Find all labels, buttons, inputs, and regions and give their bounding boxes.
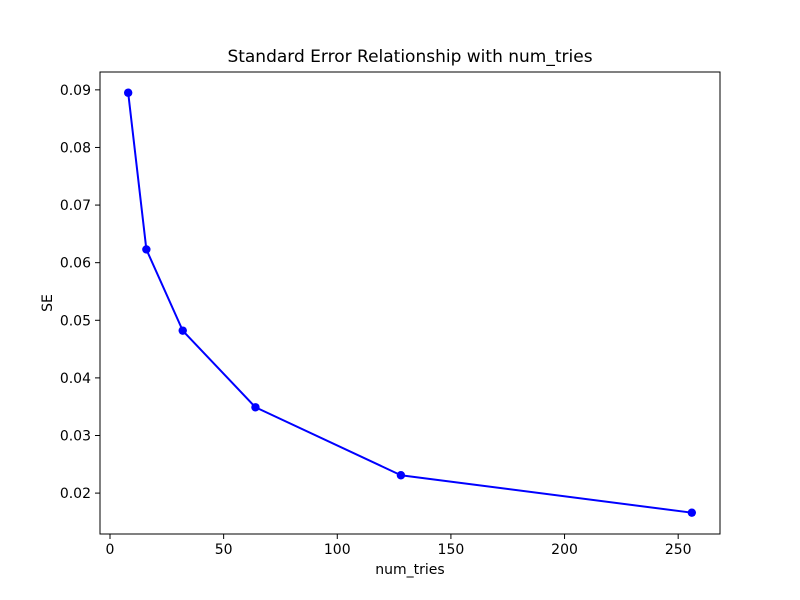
axes-frame [99, 71, 721, 535]
data-line [127, 91, 693, 514]
x-tick-label: 0 [106, 542, 115, 558]
data-point [251, 403, 260, 412]
x-tick-label: 100 [324, 542, 351, 558]
x-tick-label: 250 [665, 542, 692, 558]
y-tick-label: 0.08 [60, 140, 91, 156]
x-tick-label: 200 [551, 542, 578, 558]
x-tick-label: 50 [215, 542, 233, 558]
x-axis-label: num_tries [375, 562, 445, 578]
x-tick-label: 150 [438, 542, 465, 558]
y-axis-label: SE [40, 294, 56, 312]
y-tick-label: 0.04 [60, 371, 91, 387]
data-point [687, 508, 697, 517]
y-tick-label: 0.06 [60, 256, 91, 272]
y-tick-label: 0.09 [60, 83, 91, 99]
chart-title: Standard Error Relationship with num_tri… [227, 47, 593, 67]
data-point [178, 326, 187, 335]
data-point [396, 471, 406, 480]
y-tick-label: 0.03 [60, 428, 91, 444]
data-point [142, 245, 151, 254]
y-tick-label: 0.02 [60, 486, 91, 502]
y-tick-label: 0.05 [60, 313, 91, 329]
data-point [123, 88, 133, 97]
y-tick-label: 0.07 [60, 198, 91, 214]
